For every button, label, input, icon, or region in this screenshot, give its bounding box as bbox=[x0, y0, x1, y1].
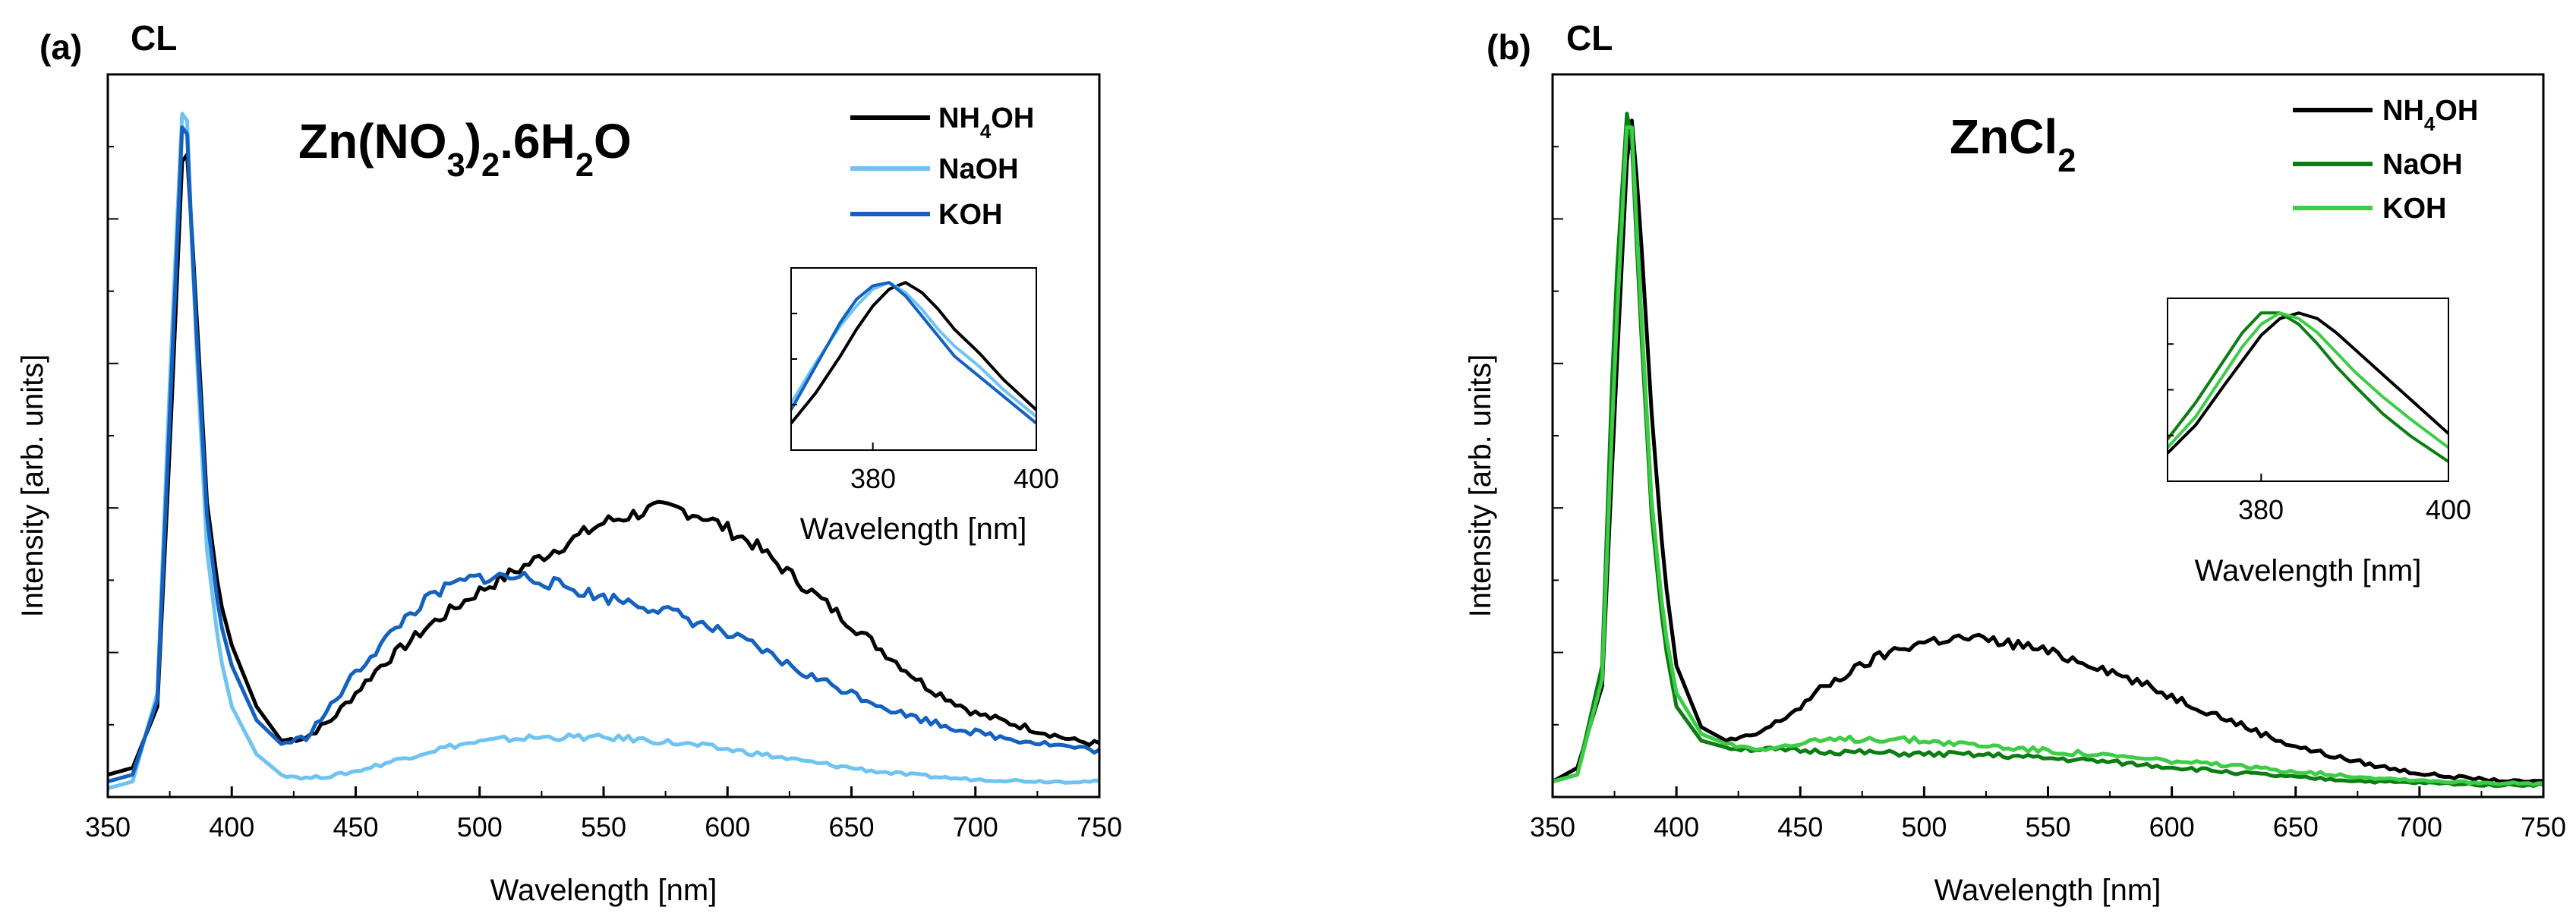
x-tick-label-350-b: 350 bbox=[1530, 811, 1575, 843]
x-tick-label-550-b: 550 bbox=[2025, 811, 2070, 843]
series-koh-b bbox=[1552, 125, 2544, 787]
inset-series-group-b bbox=[2166, 311, 2450, 463]
legend-label-naoh-b: NaOH bbox=[2382, 149, 2463, 181]
x-tick-label-750-b: 750 bbox=[2521, 811, 2566, 843]
y-axis-label-a: Intensity [arb. units] bbox=[16, 354, 49, 618]
series-naoh-b bbox=[1552, 112, 2543, 788]
inset-tick-label-380-a: 380 bbox=[850, 463, 896, 494]
precursor-label-a: Zn(NO3)2.6H2O bbox=[298, 114, 632, 184]
x-axis-label-a: Wavelength [nm] bbox=[490, 874, 717, 907]
panel-a-label: (a) bbox=[39, 27, 82, 67]
inset-tick-label-400-b: 400 bbox=[2426, 494, 2471, 525]
x-tick-label-650-a: 650 bbox=[828, 811, 874, 843]
legend-label-nh4oh-b: NH4OH bbox=[2382, 95, 2478, 135]
inset-tick-label-380-b: 380 bbox=[2238, 494, 2284, 525]
x-tick-label-450-a: 450 bbox=[333, 811, 378, 843]
inset-frame-a bbox=[790, 267, 1037, 451]
x-tick-label-700-a: 700 bbox=[953, 811, 998, 843]
inset-series-koh-b bbox=[2166, 311, 2450, 449]
x-tick-label-650-b: 650 bbox=[2273, 811, 2319, 843]
plot-frame-b bbox=[1551, 73, 2545, 799]
x-tick-label-550-a: 550 bbox=[581, 811, 626, 843]
inset-series-nh4oh-b bbox=[2166, 311, 2450, 455]
x-tick-label-500-a: 500 bbox=[457, 811, 503, 843]
ticks-a: 350 400 450 500 550 600 650 700 750 bbox=[85, 74, 1122, 843]
x-tick-label-400-a: 400 bbox=[209, 811, 254, 843]
inset-ticks-a bbox=[791, 267, 1037, 451]
series-group-a bbox=[107, 112, 1101, 791]
inset-xlabel-a: Wavelength [nm] bbox=[800, 512, 1027, 546]
panel-b-label: (b) bbox=[1487, 27, 1531, 67]
x-axis-label-b: Wavelength [nm] bbox=[1934, 874, 2161, 907]
inset-series-koh-a bbox=[790, 281, 1038, 425]
legend-label-koh-b: KOH bbox=[2382, 193, 2446, 225]
x-tick-label-500-b: 500 bbox=[1901, 811, 1947, 843]
panel-a-technique: CL bbox=[131, 18, 177, 58]
inset-series-nh4oh-a bbox=[790, 281, 1038, 424]
plot-frame-a bbox=[106, 73, 1101, 799]
x-tick-label-400-b: 400 bbox=[1654, 811, 1699, 843]
ticks-b: 350 400 450 500 550 600 650 700 750 bbox=[1530, 74, 2566, 843]
plot-area-a: 350 400 450 500 550 600 650 700 750 bbox=[85, 73, 1122, 843]
inset-xlabel-b: Wavelength [nm] bbox=[2195, 554, 2422, 588]
legend-a: NH4OH NaOH KOH bbox=[850, 102, 1034, 231]
panel-a: (a) CL Intensity [arb. units] Wavelength… bbox=[16, 18, 1122, 907]
panel-b: (b) CL Intensity [arb. units] Wavelength… bbox=[1464, 18, 2566, 907]
precursor-label-b: ZnCl2 bbox=[1950, 109, 2076, 179]
inset-series-group-a bbox=[790, 281, 1038, 425]
x-tick-label-350-a: 350 bbox=[85, 811, 131, 843]
series-koh-a bbox=[107, 125, 1101, 784]
series-naoh-a bbox=[107, 112, 1100, 791]
inset-frame-b bbox=[2167, 298, 2449, 482]
inset-series-naoh-a bbox=[790, 281, 1038, 418]
x-tick-label-750-a: 750 bbox=[1077, 811, 1122, 843]
series-nh4oh-a bbox=[107, 153, 1100, 777]
inset-tick-label-400-a: 400 bbox=[1014, 463, 1059, 494]
panel-b-technique: CL bbox=[1566, 18, 1613, 58]
legend-b: NH4OH NaOH KOH bbox=[2293, 95, 2478, 225]
series-group-b bbox=[1551, 112, 2544, 788]
x-tick-label-600-b: 600 bbox=[2149, 811, 2195, 843]
inset-a: 380 400 Wavelength [nm] bbox=[790, 267, 1059, 546]
legend-label-nh4oh-a: NH4OH bbox=[938, 102, 1034, 143]
legend-label-naoh-a: NaOH bbox=[938, 153, 1019, 185]
y-axis-label-b: Intensity [arb. units] bbox=[1464, 354, 1497, 618]
x-tick-label-700-b: 700 bbox=[2397, 811, 2442, 843]
x-tick-label-600-a: 600 bbox=[705, 811, 750, 843]
series-nh4oh-b bbox=[1551, 118, 2543, 784]
inset-b: 380 400 Wavelength [nm] bbox=[2166, 298, 2471, 588]
legend-label-koh-a: KOH bbox=[938, 199, 1002, 231]
x-tick-label-450-b: 450 bbox=[1777, 811, 1823, 843]
inset-series-naoh-b bbox=[2166, 311, 2450, 463]
plot-area-b: 350 400 450 500 550 600 650 700 750 bbox=[1530, 73, 2566, 843]
